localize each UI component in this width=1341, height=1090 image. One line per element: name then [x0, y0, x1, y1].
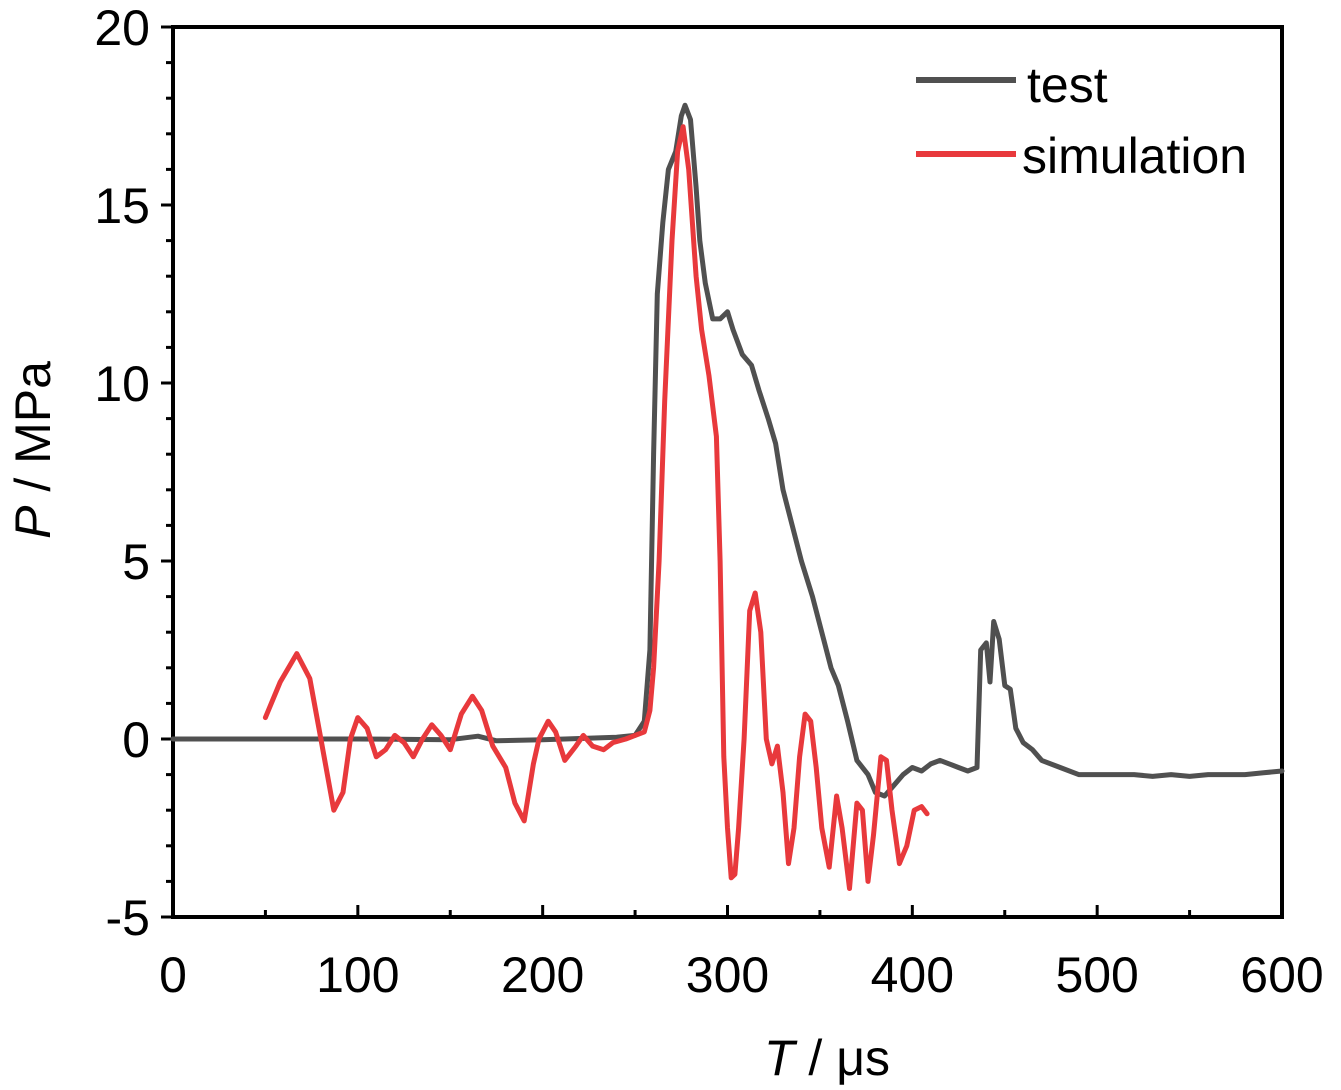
legend-label-test: test [1027, 57, 1108, 113]
x-tick-label: 300 [686, 947, 769, 1003]
x-tick-label: 0 [159, 947, 187, 1003]
y-tick-label: 15 [94, 178, 150, 234]
x-tick-label: 100 [316, 947, 399, 1003]
y-tick-label: 20 [94, 0, 150, 56]
y-tick-label: -5 [106, 890, 150, 946]
x-tick-label: 400 [871, 947, 954, 1003]
x-axis-unit: / μs [795, 1030, 890, 1086]
y-axis-ticks: -5 0 5 10 15 20 [94, 0, 173, 946]
x-axis-symbol: T [764, 1030, 798, 1086]
legend-label-simulation: simulation [1022, 128, 1247, 184]
x-axis-ticks: 0 100 200 300 400 500 600 [159, 905, 1324, 1003]
y-tick-label: 5 [122, 534, 150, 590]
x-tick-label: 600 [1240, 947, 1323, 1003]
y-axis-symbol: P [5, 505, 61, 539]
x-tick-label: 500 [1055, 947, 1138, 1003]
y-tick-label: 10 [94, 356, 150, 412]
series-line-test [170, 102, 1285, 799]
x-axis-title: T / μs [764, 1030, 890, 1086]
y-tick-label: 0 [122, 712, 150, 768]
series-layer [170, 102, 1285, 891]
series-line-simulation [262, 124, 930, 891]
x-tick-label: 200 [501, 947, 584, 1003]
y-axis-title: P / MPa [5, 361, 61, 539]
legend: test simulation [916, 57, 1247, 184]
y-axis-unit: / MPa [5, 361, 61, 506]
